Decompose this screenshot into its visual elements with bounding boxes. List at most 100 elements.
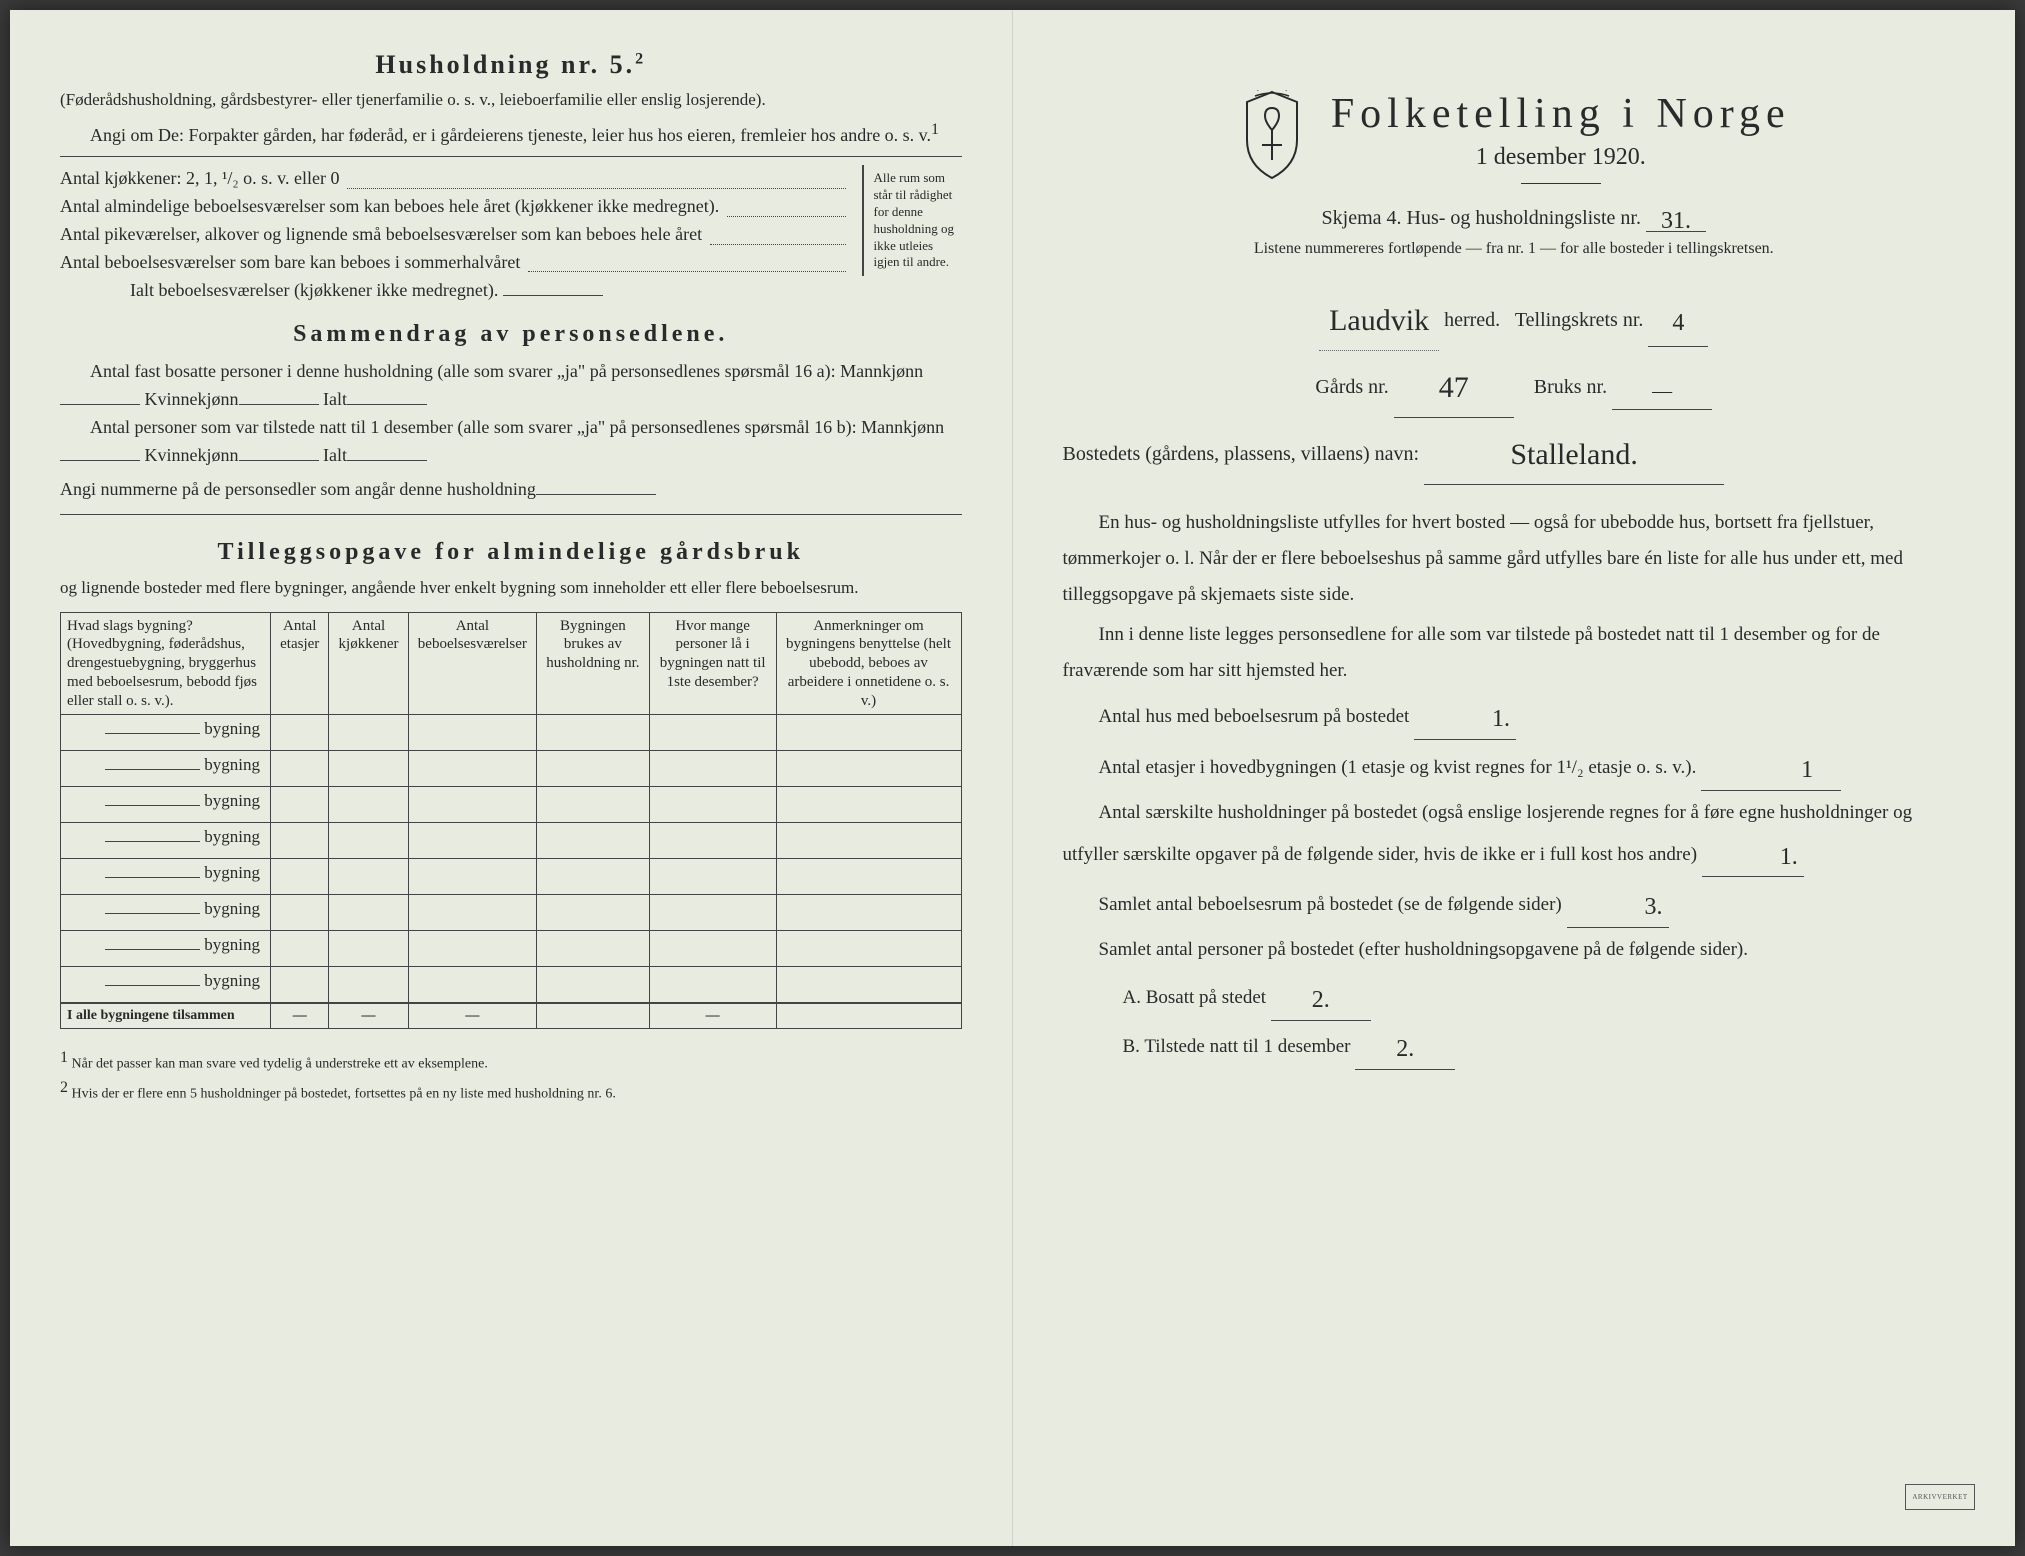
bygning-label-cell: bygning (61, 823, 271, 859)
table-cell (329, 787, 408, 823)
table-cell (329, 895, 408, 931)
footnote-2: 2 Hvis der er flere enn 5 husholdninger … (60, 1077, 962, 1104)
antal-row-2: Antal pikeværelser, alkover og lignende … (60, 221, 854, 249)
col-0: Hvad slags bygning? (Hovedbygning, føder… (61, 612, 271, 715)
q3-val: 1. (1702, 831, 1804, 878)
sammendrag-title: Sammendrag av personsedlene. (60, 321, 962, 348)
table-cell (271, 787, 329, 823)
table-cell (537, 751, 650, 787)
tillegg-title: Tilleggsopgave for almindelige gårdsbruk (60, 539, 962, 566)
table-cell (649, 967, 776, 1003)
angi-nummerne: Angi nummerne på de personsedler som ang… (60, 476, 962, 515)
table-row: bygning (61, 751, 962, 787)
table-cell (537, 859, 650, 895)
main-title-block: Folketelling i Norge 1 desember 1920. (1331, 90, 1791, 196)
antal-row-3: Antal beboelsesværelser som bare kan beb… (60, 249, 854, 277)
husholdning-sup: 2 (635, 50, 646, 67)
table-cell (649, 895, 776, 931)
ab-a: A. Bosatt på stedet 2. (1123, 972, 1966, 1021)
tillegg-sub: og lignende bosteder med flere bygninger… (60, 576, 962, 600)
archive-stamp: ARKIVVERKET (1905, 1484, 1975, 1510)
table-row: bygning (61, 715, 962, 751)
paren-note: (Føderådshusholdning, gårdsbestyrer- ell… (60, 88, 962, 112)
col-2: Antal kjøkkener (329, 612, 408, 715)
table-cell (649, 787, 776, 823)
table-cell (649, 859, 776, 895)
table-cell (271, 859, 329, 895)
table-cell (776, 823, 961, 859)
husholdning-title-text: Husholdning nr. 5. (375, 50, 635, 79)
table-cell (271, 751, 329, 787)
ab-a-val: 2. (1271, 972, 1371, 1021)
sum-cell (537, 1003, 650, 1029)
right-body-text: En hus- og husholdningsliste utfylles fo… (1063, 505, 1966, 968)
q5: Samlet antal personer på bostedet (efter… (1063, 932, 1966, 968)
sum-cell: — (329, 1003, 408, 1029)
table-row: bygning (61, 787, 962, 823)
table-cell (271, 967, 329, 1003)
document-spread: Husholdning nr. 5.2 (Føderådshusholdning… (10, 10, 2015, 1546)
bosted-name: Stalleland. (1424, 418, 1724, 485)
col-5: Hvor mange personer lå i bygningen natt … (649, 612, 776, 715)
gards-line: Gårds nr. 47 Bruks nr. — (1063, 351, 1966, 418)
bygning-table: Hvad slags bygning? (Hovedbygning, føder… (60, 612, 962, 1029)
table-cell (776, 967, 961, 1003)
table-cell (408, 895, 536, 931)
skjema-line: Skjema 4. Hus- og husholdningsliste nr. … (1063, 204, 1966, 232)
table-cell (329, 967, 408, 1003)
table-cell (776, 787, 961, 823)
footnotes: 1 Når det passer kan man svare ved tydel… (60, 1047, 962, 1105)
ialt-row: Ialt beboelsesværelser (kjøkkener ikke m… (60, 280, 962, 301)
table-cell (537, 823, 650, 859)
table-cell (329, 823, 408, 859)
sum-cell (776, 1003, 961, 1029)
bygning-label-cell: bygning (61, 715, 271, 751)
left-page: Husholdning nr. 5.2 (Føderådshusholdning… (10, 10, 1013, 1546)
q4-val: 3. (1567, 881, 1669, 928)
table-cell (537, 967, 650, 1003)
table-cell (329, 751, 408, 787)
q4: Samlet antal beboelsesrum på bostedet (s… (1063, 881, 1966, 928)
table-cell (776, 931, 961, 967)
table-cell (649, 751, 776, 787)
col-1: Antal etasjer (271, 612, 329, 715)
table-row: bygning (61, 859, 962, 895)
bracket-note: Alle rum som står til rådighet for denne… (862, 165, 962, 277)
q1: Antal hus med beboelsesrum på bostedet 1… (1063, 693, 1966, 740)
crest-icon (1237, 90, 1307, 180)
table-sum-row: I alle bygningene tilsammen———— (61, 1003, 962, 1029)
bosted-line: Bostedets (gårdens, plassens, villaens) … (1063, 418, 1966, 485)
table-cell (329, 715, 408, 751)
col-6: Anmerkninger om bygningens benyttelse (h… (776, 612, 961, 715)
title-row: Folketelling i Norge 1 desember 1920. (1063, 90, 1966, 196)
table-cell (537, 715, 650, 751)
bygning-label-cell: bygning (61, 931, 271, 967)
q2-val: 1 (1701, 744, 1841, 791)
table-cell (329, 859, 408, 895)
antal-row-0: Antal kjøkkener: 2, 1, ¹/₂ o. s. v. elle… (60, 165, 854, 193)
husholdning-title: Husholdning nr. 5.2 (60, 50, 962, 80)
col-4: Bygningen brukes av husholdning nr. (537, 612, 650, 715)
table-row: bygning (61, 931, 962, 967)
ab-list: A. Bosatt på stedet 2. B. Tilstede natt … (1123, 972, 1966, 1070)
table-cell (649, 715, 776, 751)
herred-value: Laudvik (1319, 284, 1439, 351)
table-cell (776, 751, 961, 787)
sum-cell: — (408, 1003, 536, 1029)
table-cell (776, 859, 961, 895)
rule-icon (1521, 183, 1601, 184)
table-cell (649, 931, 776, 967)
table-cell (408, 859, 536, 895)
table-row: bygning (61, 895, 962, 931)
table-row: bygning (61, 967, 962, 1003)
bygning-label-cell: bygning (61, 895, 271, 931)
antal-block: Antal kjøkkener: 2, 1, ¹/₂ o. s. v. elle… (60, 156, 962, 277)
table-cell (408, 931, 536, 967)
right-page: Folketelling i Norge 1 desember 1920. Sk… (1013, 10, 2016, 1546)
sum-cell: — (649, 1003, 776, 1029)
col-3: Antal beboelsesværelser (408, 612, 536, 715)
table-cell (329, 931, 408, 967)
ab-b-val: 2. (1355, 1021, 1455, 1070)
table-cell (537, 787, 650, 823)
bygning-label-cell: bygning (61, 787, 271, 823)
